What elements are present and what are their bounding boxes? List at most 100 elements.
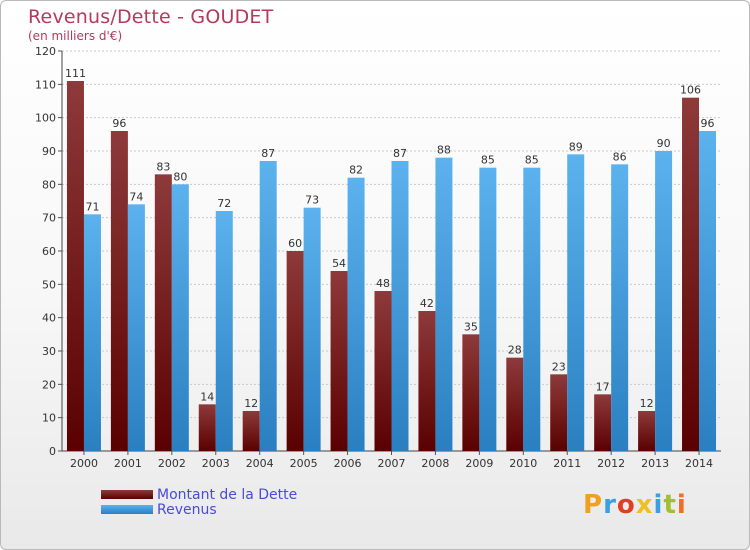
data-label-debt: 35	[464, 320, 478, 333]
bar-debt	[462, 334, 480, 451]
bar-revenue	[259, 161, 277, 451]
bar-debt	[330, 271, 348, 451]
data-label-revenue: 89	[569, 140, 583, 153]
data-label-debt: 42	[420, 297, 434, 310]
x-tick-label: 2000	[70, 457, 98, 470]
logo-letter: i	[653, 490, 664, 520]
bar-debt	[638, 411, 656, 451]
y-tick-label: 20	[42, 378, 56, 391]
bar-revenue	[699, 131, 717, 451]
logo-letter: P	[583, 490, 604, 520]
x-tick-label: 2005	[290, 457, 318, 470]
bar-revenue	[347, 177, 365, 451]
data-label-revenue: 82	[349, 164, 363, 177]
data-label-debt: 14	[200, 390, 214, 403]
x-tick-label: 2013	[641, 457, 669, 470]
bar-revenue	[479, 167, 497, 451]
x-tick-label: 2008	[421, 457, 449, 470]
y-tick-label: 50	[42, 278, 56, 291]
y-tick-label: 10	[42, 412, 56, 425]
data-label-revenue: 73	[305, 194, 319, 207]
bar-debt	[418, 311, 436, 451]
bar-revenue	[171, 184, 189, 452]
data-label-debt: 17	[596, 380, 610, 393]
bar-revenue	[391, 161, 409, 451]
legend-label-debt: Montant de la Dette	[157, 486, 298, 503]
x-tick-label: 2001	[114, 457, 142, 470]
y-tick-label: 100	[35, 112, 56, 125]
bar-debt	[286, 251, 304, 451]
bar-revenue	[523, 167, 541, 451]
y-tick-label: 120	[35, 45, 56, 58]
proxiti-logo: Proxiti	[583, 490, 687, 520]
x-tick-label: 2006	[334, 457, 362, 470]
data-label-debt: 12	[640, 397, 654, 410]
legend-swatch-revenue	[101, 505, 153, 514]
legend: Montant de la Dette Revenus	[101, 486, 298, 518]
data-label-revenue: 85	[481, 154, 495, 167]
y-tick-label: 80	[42, 178, 56, 191]
data-label-debt: 54	[332, 257, 346, 270]
data-label-revenue: 80	[173, 170, 187, 183]
legend-item-revenue: Revenus	[101, 501, 297, 518]
bar-revenue	[611, 164, 629, 452]
data-label-debt: 48	[376, 277, 390, 290]
x-tick-label: 2014	[685, 457, 713, 470]
data-label-debt: 83	[156, 160, 170, 173]
data-label-revenue: 85	[525, 154, 539, 167]
y-tick-label: 70	[42, 212, 56, 225]
y-tick-label: 40	[42, 312, 56, 325]
logo-letter: o	[616, 490, 636, 520]
legend-label-revenue: Revenus	[157, 501, 217, 518]
bar-debt	[198, 404, 216, 451]
data-label-revenue: 88	[437, 144, 451, 157]
data-label-debt: 96	[112, 117, 126, 130]
data-label-debt: 106	[680, 84, 701, 97]
legend-item-debt: Montant de la Dette	[101, 486, 298, 503]
x-tick-label: 2003	[202, 457, 230, 470]
logo-letter: x	[635, 490, 654, 520]
chart-subtitle: (en milliers d'€)	[28, 29, 123, 43]
x-tick-label: 2002	[158, 457, 186, 470]
data-label-debt: 28	[508, 344, 522, 357]
bar-debt	[682, 97, 700, 452]
data-label-debt: 23	[552, 360, 566, 373]
data-label-debt: 60	[288, 237, 302, 250]
bar-revenue	[567, 154, 585, 452]
bar-debt	[110, 131, 128, 451]
data-label-debt: 111	[65, 67, 86, 80]
y-tick-label: 110	[35, 78, 56, 91]
data-label-revenue: 74	[129, 190, 143, 203]
data-label-revenue: 96	[701, 117, 715, 130]
x-tick-label: 2010	[509, 457, 537, 470]
bar-revenue	[655, 151, 673, 451]
y-tick-label: 90	[42, 145, 56, 158]
bar-debt	[374, 291, 392, 451]
data-label-revenue: 90	[657, 137, 671, 150]
bar-revenue	[83, 214, 101, 451]
bar-debt	[154, 174, 172, 452]
logo-letter: r	[603, 490, 617, 520]
logo-letter: t	[663, 490, 677, 520]
data-label-revenue: 72	[217, 197, 231, 210]
bar-revenue	[435, 157, 453, 451]
x-tick-label: 2007	[378, 457, 406, 470]
bar-revenue	[215, 211, 233, 451]
x-tick-label: 2012	[597, 457, 625, 470]
y-tick-label: 60	[42, 245, 56, 258]
x-tick-label: 2004	[246, 457, 274, 470]
bar-revenue	[303, 207, 321, 451]
bar-debt	[550, 374, 568, 451]
legend-swatch-debt	[101, 490, 153, 499]
bar-revenue	[127, 204, 145, 451]
logo-letter: i	[676, 490, 687, 520]
data-label-revenue: 87	[393, 147, 407, 160]
data-label-revenue: 87	[261, 147, 275, 160]
data-label-revenue: 71	[85, 200, 99, 213]
chart-title: Revenus/Dette - GOUDET	[28, 6, 274, 28]
x-tick-label: 2009	[465, 457, 493, 470]
data-label-debt: 12	[244, 397, 258, 410]
bar-debt	[66, 81, 84, 451]
